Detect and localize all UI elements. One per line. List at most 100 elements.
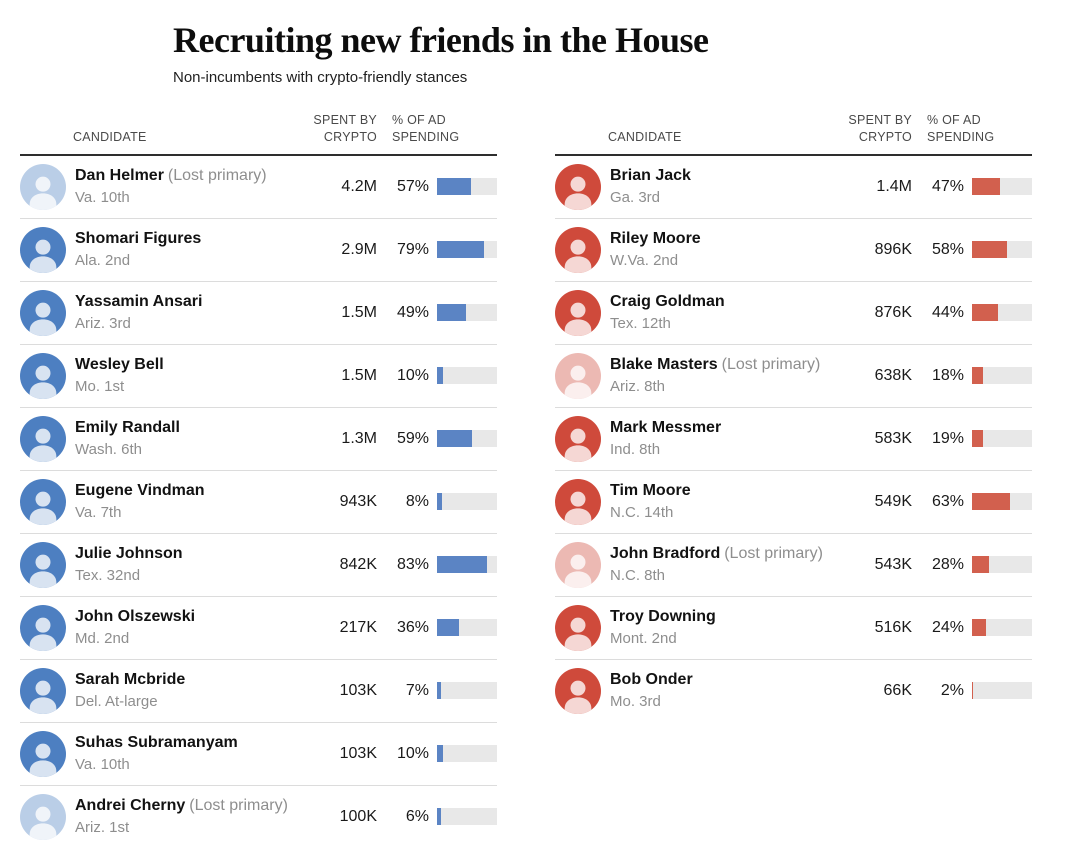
chart-header: Recruiting new friends in the House Non-… bbox=[0, 0, 1080, 86]
pct-of-ad-spending-value: 10% bbox=[396, 744, 429, 762]
candidate-name: Riley Moore bbox=[610, 230, 701, 248]
candidate-name-line: Suhas Subramanyam bbox=[75, 734, 301, 752]
pct-bar-track bbox=[437, 745, 497, 763]
candidate-avatar bbox=[20, 289, 66, 336]
candidate-info: John Olszewski Md. 2nd bbox=[75, 608, 301, 646]
column-header-line: CRYPTO bbox=[323, 129, 377, 144]
candidate-name-line: Bob Onder bbox=[610, 671, 836, 689]
candidate-name-line: Dan Helmer (Lost primary) bbox=[75, 167, 301, 185]
pct-bar-fill bbox=[437, 493, 442, 511]
pct-bar-track bbox=[972, 304, 1032, 322]
candidate-avatar bbox=[20, 793, 66, 840]
spent-by-crypto-value: 549K bbox=[874, 492, 912, 510]
candidate-district: Va. 10th bbox=[75, 755, 130, 773]
candidate-info: Eugene Vindman Va. 7th bbox=[75, 482, 301, 520]
candidate-district: Va. 10th bbox=[75, 188, 130, 206]
pct-bar-track bbox=[972, 556, 1032, 574]
person-icon bbox=[558, 485, 598, 525]
candidate-avatar bbox=[555, 289, 601, 336]
pct-bar-track bbox=[437, 808, 497, 826]
column-header-line: SPENT BY bbox=[313, 112, 377, 127]
candidate-name-line: Mark Messmer bbox=[610, 419, 836, 437]
table-row: Mark Messmer Ind. 8th 583K 19% bbox=[555, 408, 1032, 471]
table-header-row: CANDIDATE SPENT BY CRYPTO % OF AD SPENDING bbox=[20, 112, 497, 156]
pct-of-ad-spending-value: 24% bbox=[931, 618, 964, 636]
table-row: Brian Jack Ga. 3rd 1.4M 47% bbox=[555, 156, 1032, 219]
spent-by-crypto-value: 4.2M bbox=[341, 177, 377, 195]
pct-bar-track bbox=[437, 556, 497, 574]
candidate-info: Yassamin Ansari Ariz. 3rd bbox=[75, 293, 301, 331]
candidate-info: Bob Onder Mo. 3rd bbox=[610, 671, 836, 709]
candidate-name: Emily Randall bbox=[75, 419, 180, 437]
candidate-district: Mo. 1st bbox=[75, 377, 125, 395]
candidate-district: Ariz. 3rd bbox=[75, 314, 131, 332]
person-icon bbox=[23, 800, 63, 840]
spent-by-crypto-value: 1.5M bbox=[341, 303, 377, 321]
spent-by-crypto-value: 583K bbox=[874, 429, 912, 447]
candidate-district: Ala. 2nd bbox=[75, 251, 131, 269]
candidate-name: Mark Messmer bbox=[610, 419, 722, 437]
spent-by-crypto-value: 66K bbox=[883, 681, 912, 699]
table-row: Craig Goldman Tex. 12th 876K 44% bbox=[555, 282, 1032, 345]
candidate-avatar bbox=[20, 604, 66, 651]
pct-of-ad-spending-value: 7% bbox=[405, 681, 429, 699]
candidate-avatar bbox=[20, 352, 66, 399]
person-icon bbox=[23, 422, 63, 462]
pct-of-ad-spending-value: 79% bbox=[396, 240, 429, 258]
person-icon bbox=[23, 485, 63, 525]
pct-of-ad-spending-value: 18% bbox=[931, 366, 964, 384]
pct-bar-fill bbox=[437, 178, 472, 196]
table-row: John Olszewski Md. 2nd 217K 36% bbox=[20, 597, 497, 660]
democrats-table: CANDIDATE SPENT BY CRYPTO % OF AD SPENDING Da… bbox=[20, 112, 497, 848]
spent-by-crypto-value: 2.9M bbox=[341, 240, 377, 258]
pct-bar-track bbox=[972, 241, 1032, 259]
column-header-pct-of-ad-spending: % OF AD SPENDING bbox=[912, 112, 1032, 146]
person-icon bbox=[558, 170, 598, 210]
pct-bar-fill bbox=[437, 304, 467, 322]
spent-by-crypto-value: 100K bbox=[339, 807, 377, 825]
candidate-avatar bbox=[555, 415, 601, 462]
candidate-district: N.C. 14th bbox=[610, 503, 674, 521]
candidate-avatar bbox=[20, 478, 66, 525]
person-icon bbox=[23, 296, 63, 336]
candidate-name: Craig Goldman bbox=[610, 293, 725, 311]
candidate-name: Troy Downing bbox=[610, 608, 716, 626]
pct-of-ad-spending-value: 36% bbox=[396, 618, 429, 636]
pct-bar-track bbox=[972, 178, 1032, 196]
candidate-name: Julie Johnson bbox=[75, 545, 183, 563]
candidate-info: Sarah Mcbride Del. At-large bbox=[75, 671, 301, 709]
pct-bar-fill bbox=[972, 367, 983, 385]
candidate-avatar bbox=[555, 604, 601, 651]
republicans-table: CANDIDATE SPENT BY CRYPTO % OF AD SPENDING Br… bbox=[555, 112, 1032, 722]
column-header-candidate: CANDIDATE bbox=[73, 129, 147, 144]
candidate-name: Suhas Subramanyam bbox=[75, 734, 238, 752]
pct-bar-fill bbox=[437, 556, 487, 574]
table-row: Bob Onder Mo. 3rd 66K 2% bbox=[555, 660, 1032, 722]
candidate-name: Brian Jack bbox=[610, 167, 691, 185]
spent-by-crypto-value: 842K bbox=[339, 555, 377, 573]
candidate-info: Craig Goldman Tex. 12th bbox=[610, 293, 836, 331]
candidate-info: Blake Masters (Lost primary) Ariz. 8th bbox=[610, 356, 836, 394]
pct-bar-fill bbox=[972, 493, 1010, 511]
pct-of-ad-spending-value: 63% bbox=[931, 492, 964, 510]
table-row: Riley Moore W.Va. 2nd 896K 58% bbox=[555, 219, 1032, 282]
spent-by-crypto-value: 638K bbox=[874, 366, 912, 384]
table-row: Emily Randall Wash. 6th 1.3M 59% bbox=[20, 408, 497, 471]
candidate-info: Suhas Subramanyam Va. 10th bbox=[75, 734, 301, 772]
table-row: Eugene Vindman Va. 7th 943K 8% bbox=[20, 471, 497, 534]
pct-bar-fill bbox=[437, 241, 485, 259]
candidate-name-line: Blake Masters (Lost primary) bbox=[610, 356, 836, 374]
page-subtitle: Non-incumbents with crypto-friendly stan… bbox=[173, 68, 468, 86]
table-row: Dan Helmer (Lost primary) Va. 10th 4.2M 57% bbox=[20, 156, 497, 219]
pct-of-ad-spending-value: 8% bbox=[405, 492, 429, 510]
candidate-name: Shomari Figures bbox=[75, 230, 202, 248]
pct-of-ad-spending-value: 6% bbox=[405, 807, 429, 825]
candidate-name-line: Troy Downing bbox=[610, 608, 836, 626]
candidate-info: Emily Randall Wash. 6th bbox=[75, 419, 301, 457]
pct-of-ad-spending-value: 47% bbox=[931, 177, 964, 195]
candidate-info: Dan Helmer (Lost primary) Va. 10th bbox=[75, 167, 301, 205]
spent-by-crypto-value: 516K bbox=[874, 618, 912, 636]
spent-by-crypto-value: 1.3M bbox=[341, 429, 377, 447]
candidate-name-line: Julie Johnson bbox=[75, 545, 301, 563]
